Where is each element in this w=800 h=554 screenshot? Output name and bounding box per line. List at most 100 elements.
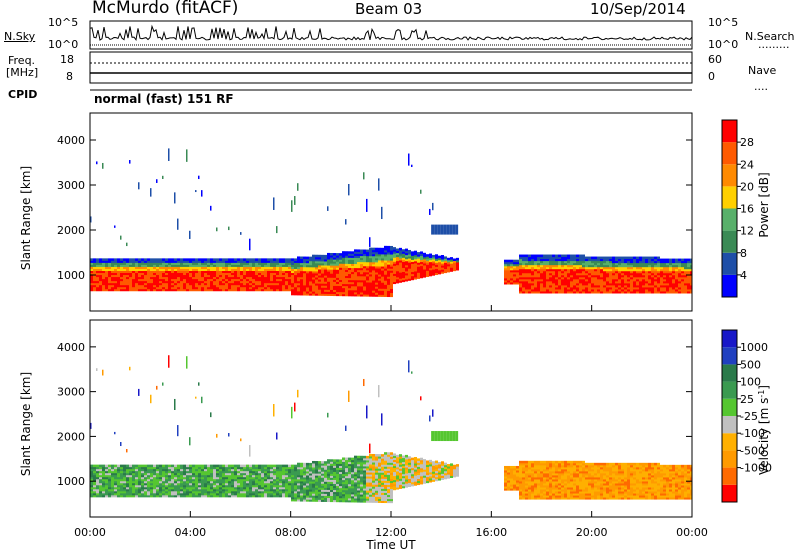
velocity-cell [165,470,168,474]
power-cell [156,272,159,276]
velocity-cell [99,468,102,472]
power-cell [579,272,582,276]
power-cell [117,258,120,261]
velocity-cell [363,480,366,483]
velocity-cell [114,472,117,476]
power-cell [264,288,267,292]
power-cell [114,276,117,280]
power-cell [267,274,270,278]
velocity-cell [207,468,210,472]
power-cell [330,281,333,284]
velocity-cell [273,488,276,492]
power-cell [443,224,447,235]
velocity-cell [291,476,294,480]
velocity-cell [90,466,93,470]
velocity-cell [297,468,300,472]
power-cell [240,262,243,265]
power-cell [138,282,141,286]
velocity-cell [177,470,180,474]
power-cell [168,266,171,269]
velocity-cell [162,474,165,478]
power-cell [516,273,519,277]
power-cell [111,272,114,276]
power-cell [270,286,273,290]
power-cell [99,264,102,267]
power-cell [570,258,573,262]
power-cell [612,272,615,276]
power-cell [255,262,258,265]
velocity-cell [291,498,294,502]
power-cell [330,275,333,278]
power-cell [213,268,216,271]
velocity-cell [231,482,234,486]
power-cell [192,260,195,263]
power-cell [198,276,201,280]
power-cell [360,281,363,285]
power-cell [204,262,207,265]
velocity-cell [141,482,144,486]
velocity-cell [237,474,240,478]
velocity-cell [300,470,303,474]
power-cell [669,258,672,262]
power-cell [555,274,558,278]
nave-dotted-key: .... [754,80,768,93]
velocity-cell [285,464,288,468]
power-cell [651,256,654,260]
power-cell [228,258,231,261]
power-cell [93,276,96,280]
velocity-cell [354,479,357,483]
power-cell [381,286,384,289]
velocity-cell [312,471,315,474]
power-cell [315,270,318,274]
velocity-cell [198,466,201,470]
power-cell [636,290,639,294]
power-cell [159,270,162,274]
power-cell [585,258,588,262]
velocity-cell [273,464,276,468]
power-cell [672,264,675,268]
velocity-cell [138,470,141,474]
power-cell [411,251,414,254]
velocity-cell [261,490,264,494]
power-cell [303,270,306,274]
velocity-cell [174,480,177,484]
velocity-cell [330,479,333,482]
power-cell [546,270,549,274]
power-cell [96,282,99,286]
power-cell [126,270,129,274]
power-cell [366,284,369,287]
power-cell [120,274,123,278]
power-cell [144,284,147,288]
power-cell [216,227,218,232]
power-cell [219,282,222,286]
power-cell [309,268,312,272]
power-cell [567,272,570,276]
power-cell [618,280,621,284]
velocity-cell [267,468,270,472]
velocity-cell [201,478,204,482]
velocity-cell [159,472,162,476]
velocity-cell [108,486,111,490]
velocity-cell [366,459,369,463]
velocity-cell [315,461,318,464]
velocity-cell [144,478,147,482]
power-cell [675,268,678,272]
power-cell [444,260,447,263]
velocity-cell [150,468,153,472]
velocity-cell [330,493,333,497]
power-cell [393,261,396,264]
power-cell [270,282,273,286]
velocity-cell [279,492,282,496]
velocity-cell [180,482,183,486]
power-cell [336,289,339,293]
velocity-cell [324,491,327,494]
power-cell [669,274,672,278]
power-cell [150,272,153,276]
power-cell [120,235,122,240]
power-cell [519,262,522,266]
power-cell [354,271,357,275]
power-cell [573,288,576,292]
power-cell [525,278,528,282]
velocity-cell [105,492,108,496]
velocity-cell [105,488,108,492]
